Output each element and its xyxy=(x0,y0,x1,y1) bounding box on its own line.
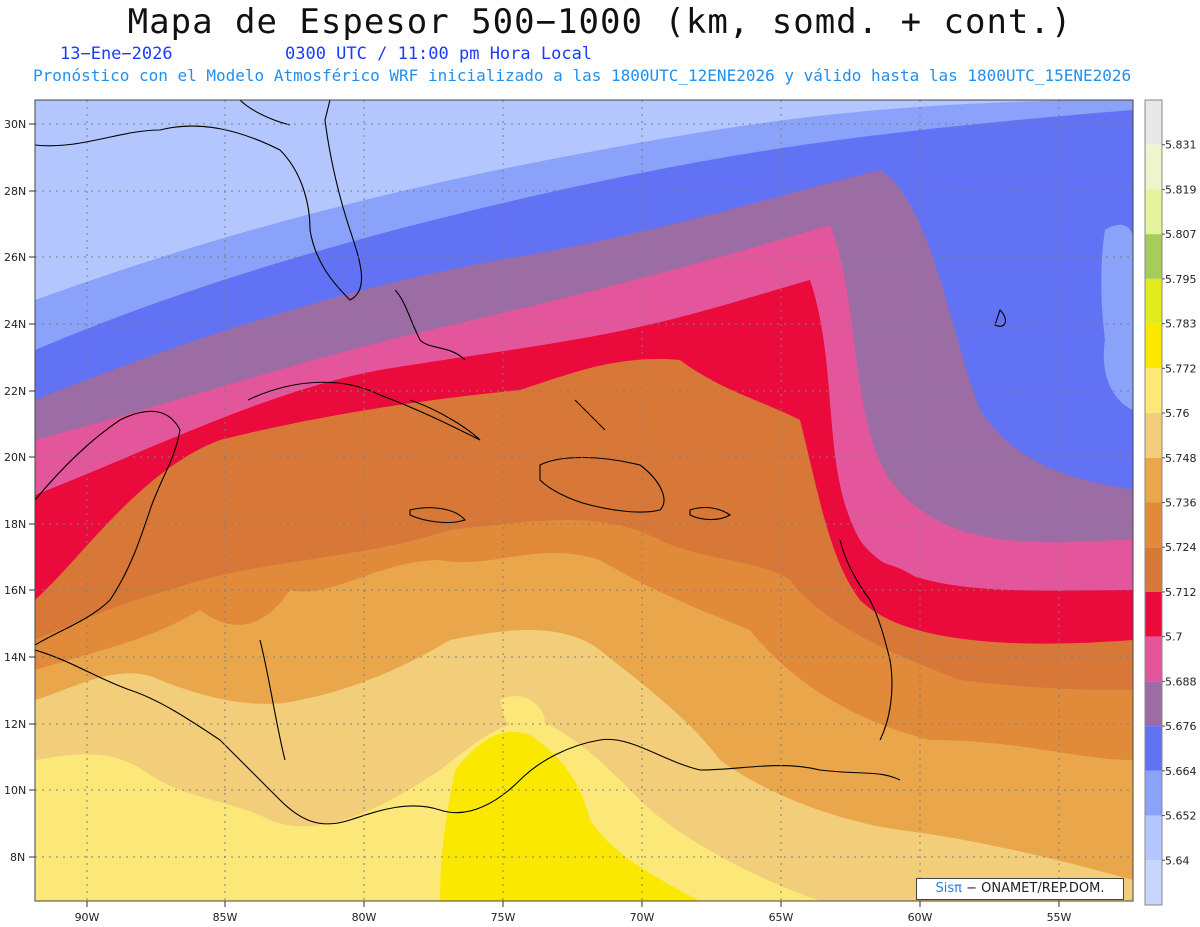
colorbar-label: 5.748 xyxy=(1165,452,1197,465)
colorbar-label: 5.64 xyxy=(1165,854,1190,867)
lat-label: 8N xyxy=(10,851,25,864)
colorbar-label: 5.807 xyxy=(1165,228,1197,241)
colorbar-label: 5.819 xyxy=(1165,183,1197,196)
colorbar-legend: 5.831 5.819 5.807 5.795 5.783 5.772 5.76 5.748 5… xyxy=(1144,99,1197,906)
thickness-fill xyxy=(35,100,1133,901)
colorbar-label: 5.712 xyxy=(1165,586,1197,599)
colorbar-swatch xyxy=(1145,547,1162,592)
colorbar-swatch xyxy=(1145,100,1162,145)
colorbar-label: 5.795 xyxy=(1165,273,1197,286)
lat-label: 30N xyxy=(4,118,26,131)
colorbar-swatch xyxy=(1145,770,1162,816)
colorbar-swatch xyxy=(1145,323,1162,369)
lat-label: 22N xyxy=(4,385,26,398)
colorbar-label: 5.76 xyxy=(1165,407,1190,420)
colorbar-swatch xyxy=(1145,413,1162,458)
map-title: Mapa de Espesor 500−1000 (km, somd. + co… xyxy=(127,2,1073,42)
graticule xyxy=(35,100,1133,901)
colorbar-swatch xyxy=(1145,189,1162,235)
lon-label: 65W xyxy=(769,911,794,924)
colorbar-swatch xyxy=(1145,368,1162,414)
colorbar-label: 5.652 xyxy=(1165,810,1197,823)
lon-label: 70W xyxy=(630,911,655,924)
lon-label: 55W xyxy=(1047,911,1072,924)
colorbar-swatch xyxy=(1145,636,1162,682)
map-frame xyxy=(34,99,1134,902)
colorbar-swatch xyxy=(1145,234,1162,279)
colorbar-label: 5.676 xyxy=(1165,720,1197,733)
lat-label: 20N xyxy=(4,451,26,464)
coastlines xyxy=(35,100,1006,825)
colorbar-swatch xyxy=(1145,681,1162,727)
sispi-logo-text: Sisπ xyxy=(935,881,962,896)
lat-label: 18N xyxy=(4,518,26,531)
colorbar-swatch xyxy=(1145,502,1162,548)
colorbar-swatch xyxy=(1145,860,1162,905)
colorbar-label: 5.7 xyxy=(1165,631,1183,644)
colorbar-swatch xyxy=(1145,144,1162,190)
lon-label: 80W xyxy=(352,911,377,924)
colorbar-label: 5.783 xyxy=(1165,318,1197,331)
lat-label: 12N xyxy=(4,718,26,731)
axis-ticks xyxy=(29,123,1060,907)
colorbar-label: 5.688 xyxy=(1165,675,1197,688)
credit-box: Sisπ − ONAMET/REP.DOM. xyxy=(916,878,1124,900)
lon-label: 75W xyxy=(491,911,516,924)
lon-label: 90W xyxy=(75,911,100,924)
colorbar-swatch xyxy=(1145,726,1162,771)
longitude-labels: 90W 85W 80W 75W 70W 65W 60W 55W xyxy=(75,911,1072,924)
lat-label: 10N xyxy=(4,784,26,797)
lon-label: 85W xyxy=(213,911,238,924)
colorbar-swatch xyxy=(1145,591,1162,637)
lat-label: 26N xyxy=(4,251,26,264)
latitude-labels: 30N 28N 26N 24N 22N 20N 18N 16N 14N 12N … xyxy=(4,118,26,864)
lat-label: 14N xyxy=(4,651,26,664)
colorbar-label: 5.724 xyxy=(1165,541,1197,554)
forecast-date: 13−Ene−2026 xyxy=(60,44,173,64)
lat-label: 24N xyxy=(4,318,26,331)
colorbar-label: 5.772 xyxy=(1165,362,1197,375)
forecast-time: 0300 UTC / 11:00 pm Hora Local xyxy=(285,44,593,64)
colorbar-swatch xyxy=(1145,457,1162,503)
colorbar-label: 5.736 xyxy=(1165,497,1197,510)
colorbar-label: 5.664 xyxy=(1165,765,1197,778)
colorbar-label: 5.831 xyxy=(1165,139,1197,152)
lon-label: 60W xyxy=(908,911,933,924)
credit-text: − ONAMET/REP.DOM. xyxy=(966,881,1105,896)
colorbar-swatch xyxy=(1145,815,1162,861)
colorbar-swatch xyxy=(1145,278,1162,324)
lat-label: 16N xyxy=(4,584,26,597)
model-subtitle: Pronóstico con el Modelo Atmosférico WRF… xyxy=(33,66,1132,85)
lat-label: 28N xyxy=(4,185,26,198)
